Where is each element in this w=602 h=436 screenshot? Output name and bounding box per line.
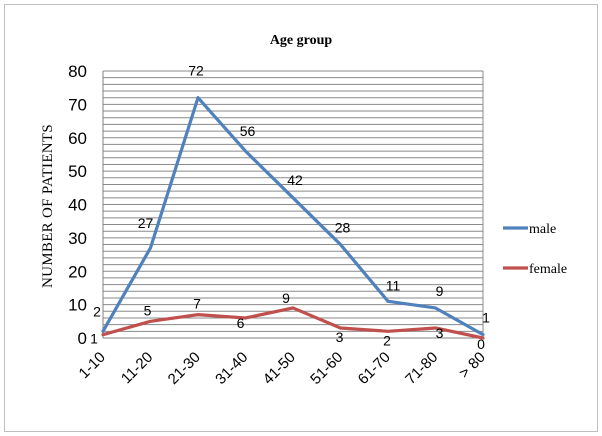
legend-label-male: male [529, 222, 556, 237]
x-tick-label: 51-60 [307, 349, 346, 388]
data-label-male: 42 [287, 172, 303, 188]
x-tick-label: 61-70 [355, 349, 394, 388]
x-tick-label: 71-80 [402, 349, 441, 388]
chart-title: Age group [270, 33, 333, 48]
data-label-female: 5 [144, 302, 152, 318]
series-line-male [101, 96, 485, 337]
x-tick-label: > 80 [456, 349, 489, 382]
x-tick-label: 31-40 [212, 349, 251, 388]
legend-label-female: female [529, 262, 567, 277]
y-tick-label: 20 [68, 262, 87, 281]
data-label-male: 56 [240, 123, 256, 139]
y-tick-label: 30 [68, 229, 87, 248]
data-label-male: 1 [482, 310, 490, 326]
data-label-female: 3 [436, 325, 444, 341]
series-lines [101, 96, 485, 340]
y-tick-label: 0 [78, 329, 87, 348]
gridlines [103, 70, 484, 339]
data-label-female: 9 [282, 290, 290, 306]
data-label-female: 1 [90, 331, 98, 347]
data-label-male: 11 [386, 277, 401, 293]
y-tick-label: 70 [68, 95, 87, 114]
x-tick-label: 41-50 [260, 349, 299, 388]
data-label-male: 28 [335, 220, 351, 236]
y-tick-label: 10 [68, 296, 87, 315]
data-label-female: 7 [193, 296, 201, 312]
data-label-male: 9 [436, 283, 444, 299]
y-tick-label: 80 [68, 62, 87, 81]
data-label-female: 0 [477, 336, 485, 352]
y-tick-label: 40 [68, 196, 87, 215]
x-tick-label: 1-10 [76, 349, 109, 382]
data-label-female: 2 [383, 332, 391, 348]
data-label-male: 72 [188, 63, 204, 79]
data-label-male: 2 [93, 303, 101, 319]
y-tick-label: 50 [68, 162, 87, 181]
data-label-male: 27 [138, 215, 154, 231]
series-line-female [101, 306, 485, 340]
legend: male female [503, 222, 567, 277]
x-tick-label: 11-20 [118, 349, 156, 387]
x-tick-label: 21-30 [165, 349, 204, 388]
y-axis-label: NUMBER OF PATIENTS [40, 124, 56, 288]
data-label-female: 6 [237, 315, 245, 331]
data-label-female: 3 [336, 329, 344, 345]
y-tick-label: 60 [68, 129, 87, 148]
